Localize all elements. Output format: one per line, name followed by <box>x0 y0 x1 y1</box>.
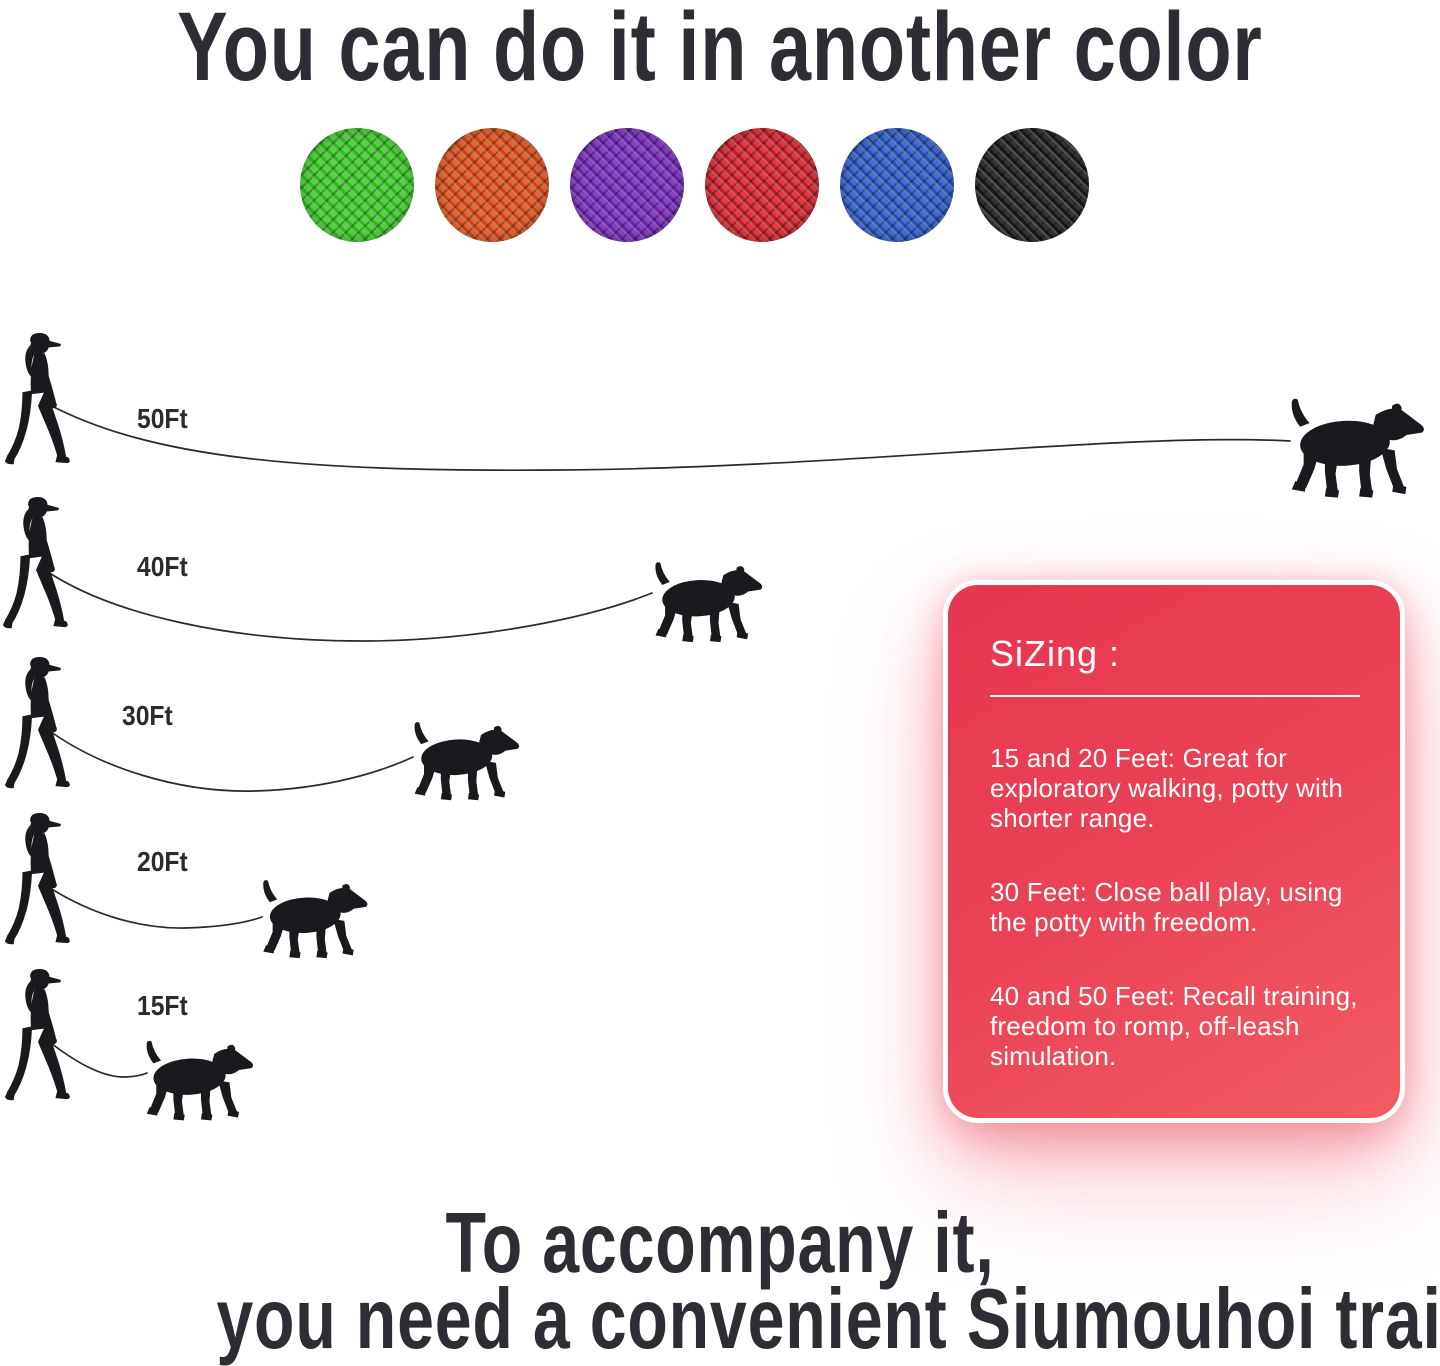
length-label-40ft: 40Ft <box>137 551 188 582</box>
footer-line2: you need a convenient Siumouhoi training… <box>216 1272 1440 1366</box>
footer-tagline: To accompany it, you need a convenient S… <box>0 1196 1440 1366</box>
page-title-text: You can do it in another color <box>177 0 1263 101</box>
sizing-note-40-50ft: 40 and 50 Feet: Recall training, freedom… <box>990 981 1358 1071</box>
dog-silhouette <box>1285 396 1431 500</box>
leash-50ft <box>47 403 1291 472</box>
sizing-note-15-20ft: 15 and 20 Feet: Great for exploratory wa… <box>990 743 1344 833</box>
color-swatch-blue <box>840 128 954 242</box>
footer-line1: To accompany it, <box>445 1196 995 1291</box>
length-label-30ft: 30Ft <box>122 700 173 731</box>
sizing-card-heading: SiZing : <box>990 633 1121 674</box>
fabric-weave-texture <box>705 128 819 242</box>
page-title: You can do it in another color <box>0 0 1440 99</box>
dog-silhouette <box>410 719 524 803</box>
color-swatch-red <box>705 128 819 242</box>
leash-40ft <box>44 569 653 642</box>
sizing-card: SiZing : 15 and 20 Feet: Great for explo… <box>948 585 1400 1118</box>
color-swatch-purple <box>570 128 684 242</box>
leash-20ft <box>46 885 263 929</box>
sizing-note-30ft: 30 Feet: Close ball play, using the pott… <box>990 877 1343 937</box>
fabric-weave-texture <box>840 128 954 242</box>
color-swatch-black <box>975 128 1089 242</box>
person-silhouette <box>4 966 70 1108</box>
length-label-20ft: 20Ft <box>137 846 188 877</box>
person-silhouette <box>4 654 70 796</box>
sizing-card-divider <box>990 695 1360 697</box>
person-silhouette <box>4 330 70 472</box>
dog-silhouette <box>258 878 373 960</box>
color-swatch-green <box>300 128 414 242</box>
dog-silhouette <box>142 1038 258 1123</box>
person-silhouette <box>4 810 70 952</box>
fabric-weave-texture <box>570 128 684 242</box>
length-label-15ft: 15Ft <box>137 990 188 1021</box>
leash-30ft <box>46 728 414 792</box>
fabric-weave-texture <box>300 128 414 242</box>
fabric-weave-texture <box>435 128 549 242</box>
color-swatch-orange <box>435 128 549 242</box>
length-label-50ft: 50Ft <box>137 403 188 434</box>
leash-15ft <box>46 1039 148 1078</box>
color-swatch-row <box>300 128 1089 242</box>
fabric-weave-texture <box>975 128 1089 242</box>
person-silhouette <box>2 494 68 636</box>
dog-silhouette <box>650 560 768 644</box>
